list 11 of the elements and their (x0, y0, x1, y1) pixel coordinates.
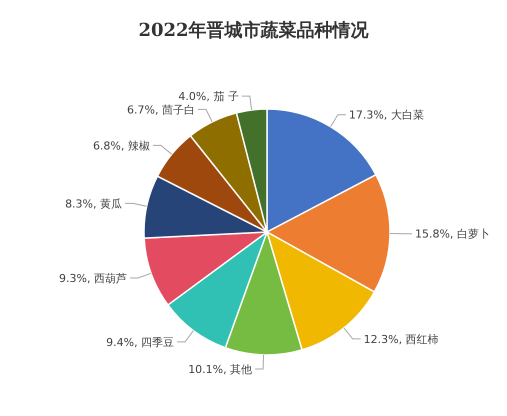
slice-label: 15.8%, 白萝卜 (414, 228, 490, 241)
slice-label: 9.4%, 四季豆 (106, 336, 174, 349)
slice-label: 10.1%, 其他 (188, 362, 252, 376)
slice-label: 6.7%, 茴子白 (127, 103, 195, 116)
slice-label: 9.3%, 西葫芦 (59, 272, 127, 285)
slice-label: 6.8%, 辣椒 (92, 139, 150, 152)
slice-label: 4.0%, 茄 子 (178, 90, 239, 104)
chart-title: 2022年晋城市蔬菜品种情况 (138, 20, 370, 41)
slice-label: 12.3%, 西红柿 (364, 332, 439, 346)
slice-label: 8.3%, 黄瓜 (65, 197, 122, 210)
slice-label: 17.3%, 大白菜 (348, 108, 424, 122)
